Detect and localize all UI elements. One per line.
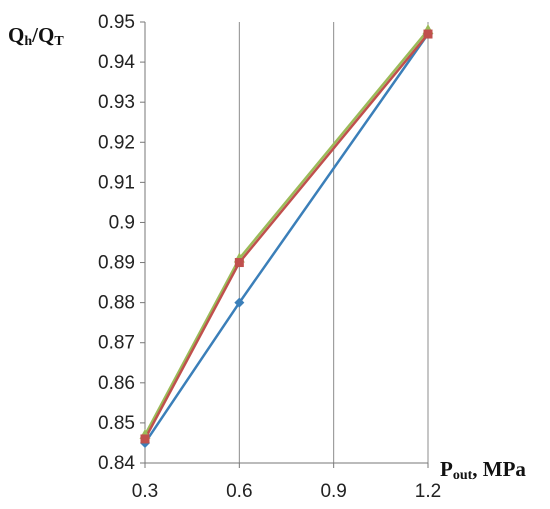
y-tick-label: 0.92 (98, 132, 135, 153)
y-tick-label: 0.93 (98, 92, 135, 113)
y-tick-label: 0.89 (98, 253, 135, 274)
x-axis-title: Pout, MPa (440, 457, 526, 483)
x-tick-label: 0.6 (226, 481, 252, 502)
axes (140, 21, 429, 468)
series-lines (143, 29, 430, 444)
x-tick-label: 0.3 (132, 481, 158, 502)
grid-lines (144, 22, 429, 463)
y-tick-label: 0.84 (98, 453, 135, 474)
data-point-series-3 (234, 258, 244, 268)
y-tick-label: 0.94 (98, 52, 135, 73)
series-markers (139, 24, 434, 448)
data-point-series-3 (423, 29, 433, 39)
x-tick-label: 0.9 (320, 481, 346, 502)
y-tick-label: 0.86 (98, 373, 135, 394)
x-tick-labels: 0.3 0.6 0.9 1.2 (132, 481, 441, 502)
y-tick-labels: 0.84 0.85 0.86 0.87 0.88 0.89 0.9 0.91 0.92 0.93 0… (98, 12, 135, 474)
data-point-series-1 (234, 297, 245, 308)
data-point-series-3 (140, 434, 150, 444)
y-tick-label: 0.95 (98, 12, 135, 33)
y-tick-label: 0.9 (109, 212, 135, 233)
y-tick-label: 0.87 (98, 333, 135, 354)
series-line-2 (143, 29, 429, 436)
y-tick-label: 0.91 (98, 172, 135, 193)
y-tick-label: 0.85 (98, 413, 135, 434)
y-tick-label: 0.88 (98, 293, 135, 314)
y-axis-title: Qh/QT (8, 23, 64, 49)
series-line-1 (143, 33, 430, 444)
x-tick-label: 1.2 (415, 481, 441, 502)
